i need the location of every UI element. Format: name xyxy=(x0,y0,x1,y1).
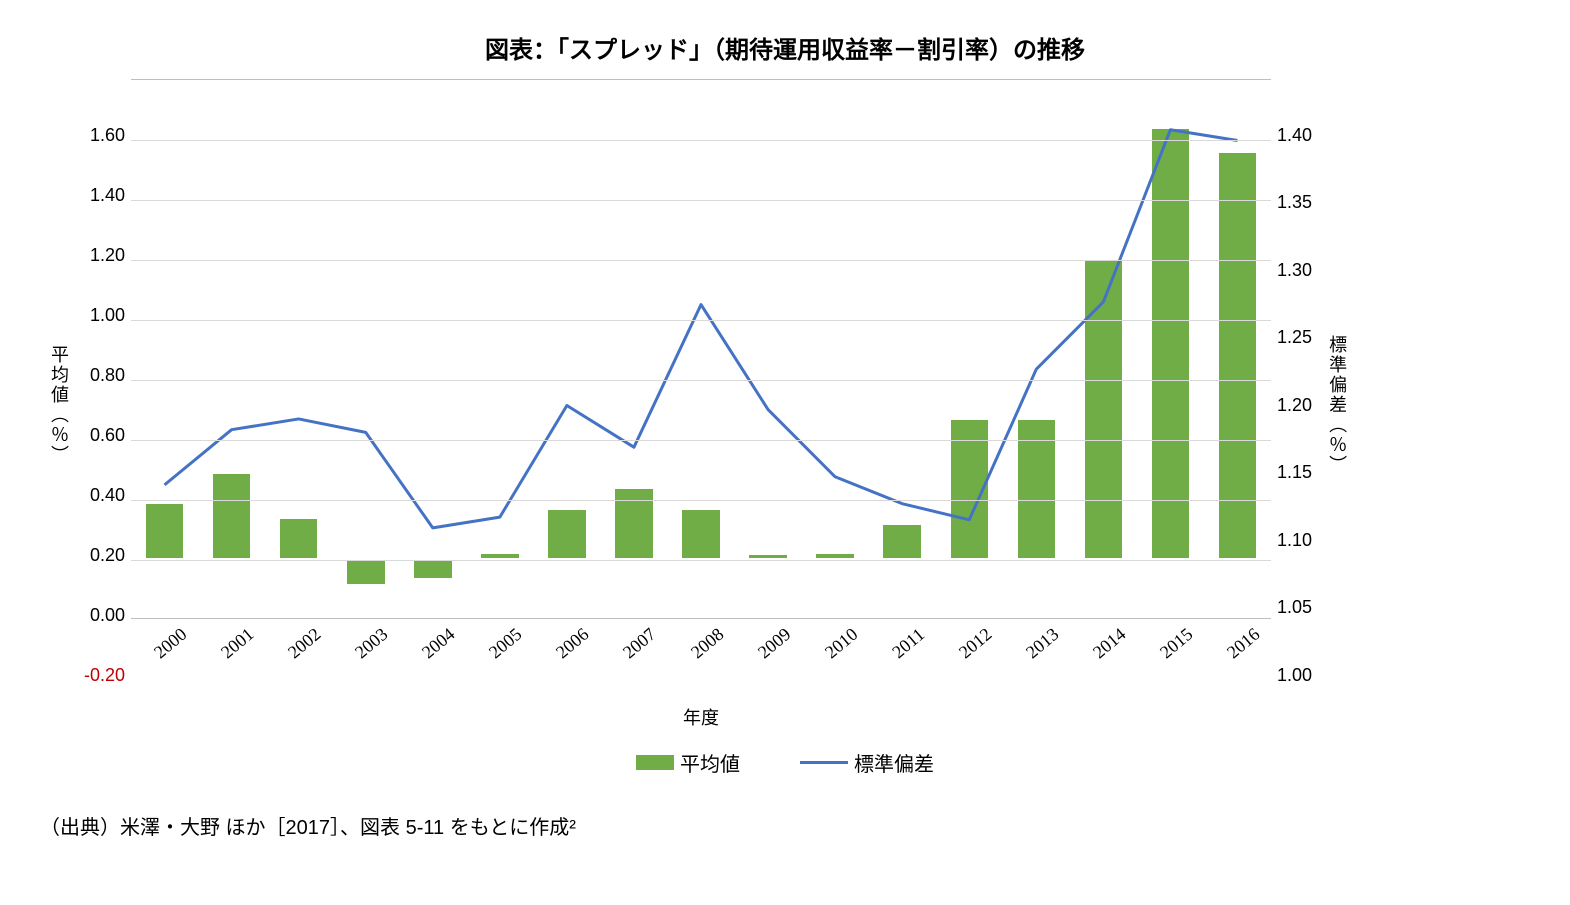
source-note: （出典）米澤・大野 ほか［2017］、図表 5-11 をもとに作成² xyxy=(40,811,1530,840)
legend-item: 平均値 xyxy=(636,748,740,777)
legend-swatch-line xyxy=(800,761,848,764)
chart-container: 図表：「スプレッド」（期待運用収益率－割引率）の推移 平均値（％） 1.601.… xyxy=(40,30,1530,840)
y-axis-left-label: 平均値（％） xyxy=(40,345,78,465)
gridline xyxy=(131,500,1271,501)
gridline xyxy=(131,200,1271,201)
gridline xyxy=(131,440,1271,441)
gridline xyxy=(131,380,1271,381)
legend-item: 標準偏差 xyxy=(800,748,934,777)
gridline xyxy=(131,320,1271,321)
x-axis-label: 年度 xyxy=(131,704,1271,730)
gridline xyxy=(131,140,1271,141)
gridline xyxy=(131,260,1271,261)
legend-label: 標準偏差 xyxy=(854,748,934,777)
line-layer xyxy=(131,80,1271,618)
legend-label: 平均値 xyxy=(680,748,740,777)
plot-row: 平均値（％） 1.601.401.201.000.800.600.400.200… xyxy=(40,79,1530,730)
y-axis-left-ticks: 1.601.401.201.000.800.600.400.200.00-0.2… xyxy=(78,135,131,675)
plot-area xyxy=(131,79,1271,619)
legend: 平均値 標準偏差 xyxy=(40,748,1530,777)
y-axis-right-ticks: 1.401.351.301.251.201.151.101.051.00 xyxy=(1271,135,1318,675)
legend-swatch-bar xyxy=(636,755,674,770)
gridline xyxy=(131,560,1271,561)
x-axis-ticks: 2000200120022003200420052006200720082009… xyxy=(131,627,1271,654)
series-line xyxy=(165,130,1238,528)
y-axis-right-label: 標準偏差（％） xyxy=(1318,335,1356,475)
chart-title: 図表：「スプレッド」（期待運用収益率－割引率）の推移 xyxy=(40,30,1530,65)
